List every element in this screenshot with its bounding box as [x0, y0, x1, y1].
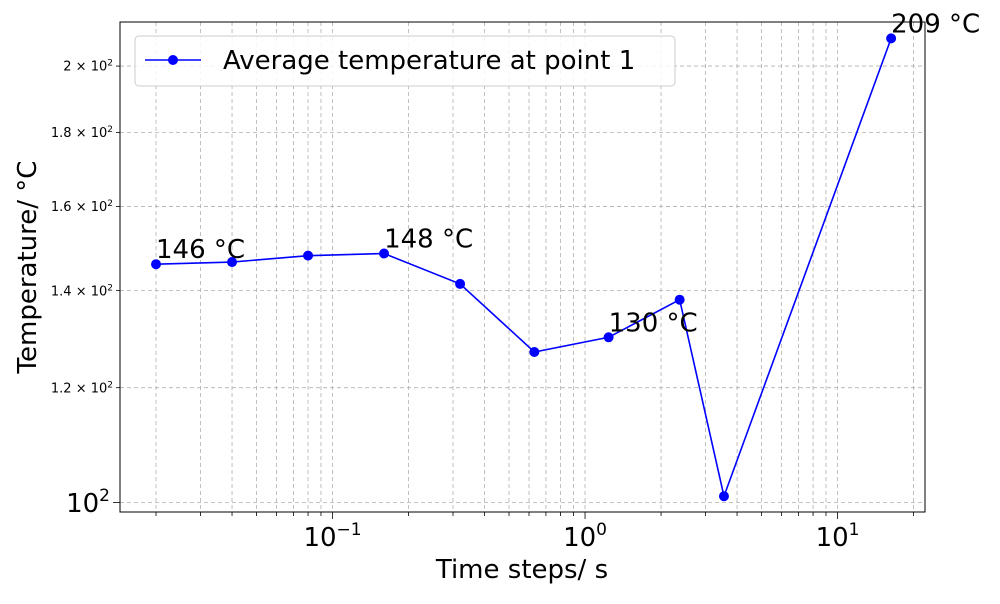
- y-tick-label: 1.8 × 102: [51, 125, 113, 141]
- x-tick-label: 100: [563, 520, 607, 553]
- data-point: [718, 491, 729, 502]
- x-tick-label: 101: [816, 520, 860, 553]
- annotations: 146 °C 148 °C 130 °C 209 °C: [156, 9, 980, 338]
- data-point: [455, 278, 466, 289]
- data-annotation: 130 °C: [609, 308, 698, 338]
- data-annotation: 209 °C: [891, 9, 980, 39]
- y-axis-label: Temperature/ °C: [13, 161, 43, 375]
- data-point: [151, 259, 162, 270]
- y-tick-label: 1.6 × 102: [51, 199, 113, 215]
- legend-box: [134, 35, 676, 87]
- y-tick-label: 2 × 102: [63, 59, 113, 75]
- data-point: [227, 257, 238, 268]
- series-layer: [151, 33, 897, 502]
- legend-label: Average temperature at point 1: [223, 46, 635, 76]
- y-tick-label: 1.4 × 102: [51, 283, 113, 299]
- data-point: [603, 332, 614, 343]
- data-annotation: 148 °C: [384, 225, 473, 255]
- x-axis-label: Time steps/ s: [435, 555, 608, 585]
- data-point: [529, 346, 540, 357]
- series-line: [155, 38, 892, 500]
- x-tick-label: 10−1: [303, 520, 361, 553]
- data-point: [303, 250, 314, 261]
- y-tick-label: 1.2 × 102: [51, 380, 113, 396]
- plot-frame: [119, 21, 926, 513]
- y-tick-label: 102: [66, 486, 110, 519]
- data-annotation: 146 °C: [156, 235, 245, 265]
- legend-marker-swatch: [168, 55, 178, 65]
- legend: Average temperature at point 1: [134, 35, 676, 87]
- data-point: [379, 248, 390, 259]
- data-point: [886, 33, 897, 44]
- data-point: [674, 294, 685, 305]
- ticks: 10−1 100 101 102 1.2 × 102 1.4 × 102 1.6 × 102…: [51, 59, 914, 553]
- grid: [120, 22, 925, 512]
